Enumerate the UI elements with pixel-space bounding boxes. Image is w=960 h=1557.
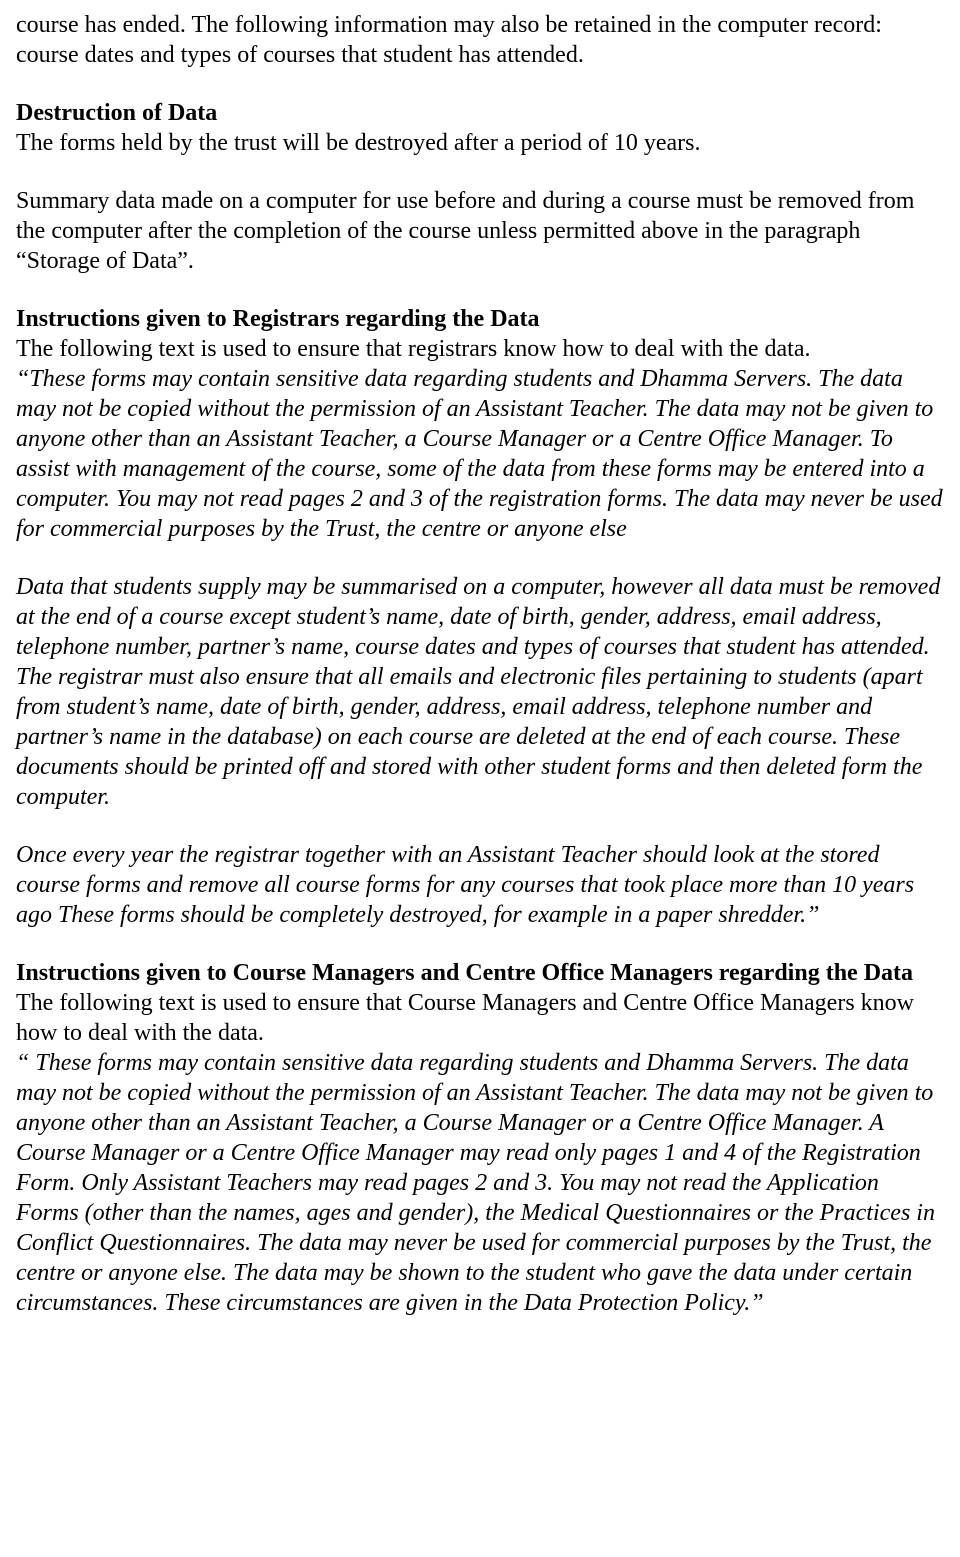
registrars-quote-3: The registrar must also ensure that all … [16,662,944,812]
registrars-quote-1: “These forms may contain sensitive data … [16,364,944,544]
registrars-paragraph-1: The following text is used to ensure tha… [16,334,944,364]
registrars-quote-2: Data that students supply may be summari… [16,572,944,662]
intro-paragraph: course has ended. The following informat… [16,10,944,70]
managers-paragraph-1: The following text is used to ensure tha… [16,988,944,1048]
managers-heading: Instructions given to Course Managers an… [16,958,944,988]
registrars-heading: Instructions given to Registrars regardi… [16,304,944,334]
registrars-quote-4: Once every year the registrar together w… [16,840,944,930]
managers-quote-1: “ These forms may contain sensitive data… [16,1048,944,1318]
destruction-heading: Destruction of Data [16,98,944,128]
destruction-paragraph-1: The forms held by the trust will be dest… [16,128,944,158]
destruction-paragraph-2: Summary data made on a computer for use … [16,186,944,276]
